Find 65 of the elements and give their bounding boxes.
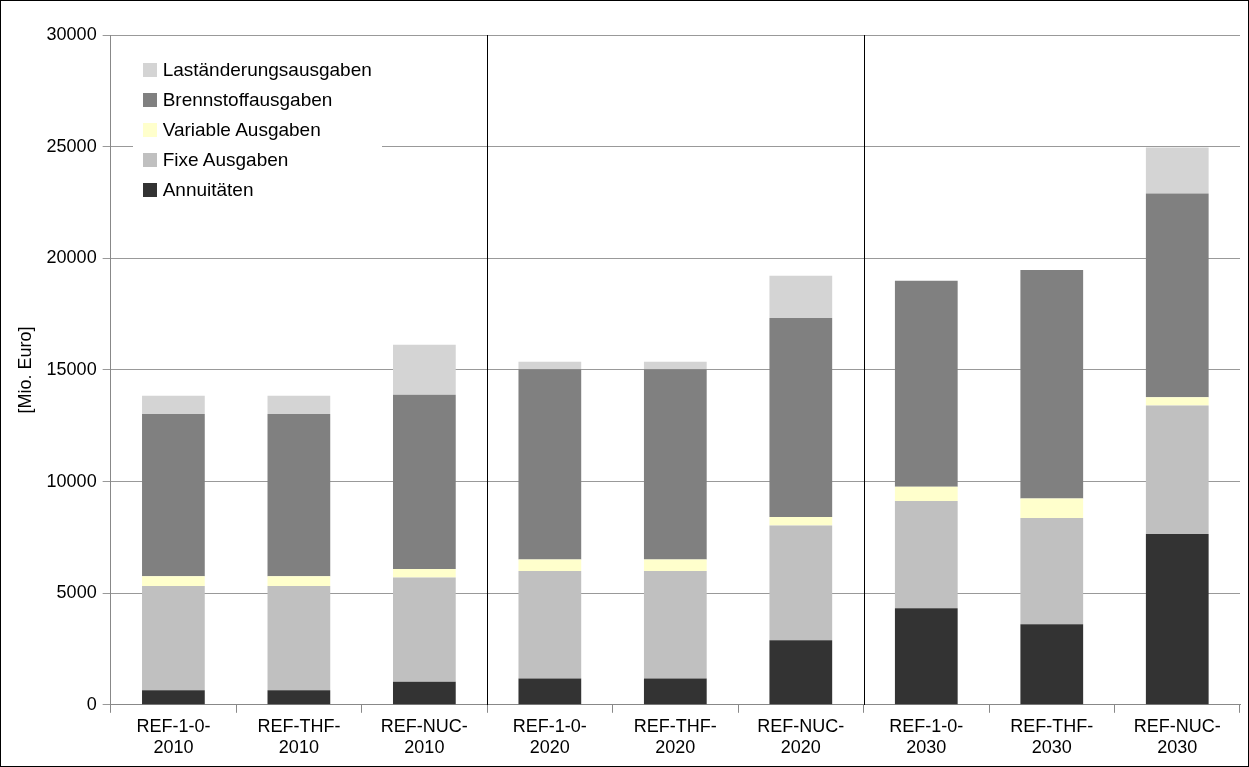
y-tick-label: 15000 [46,358,97,379]
bar [643,678,707,705]
bar [518,369,582,560]
x-tick-label: REF-NUC-2020 [757,715,845,758]
y-tick-label: 25000 [46,135,97,156]
y-tick-label: 5000 [56,582,97,603]
bar [769,517,833,526]
bar [392,681,456,705]
bar [392,577,456,682]
bar [1145,193,1209,398]
bar [267,413,331,577]
legend-label: Brennstoffausgaben [162,88,333,112]
bar [518,559,582,572]
bar [1145,397,1209,406]
bar [1145,534,1209,705]
legend-label: Annuitäten [162,178,254,202]
bar [518,678,582,705]
bar [142,413,205,577]
x-tick-label: REF-1-0-2020 [512,715,587,758]
bar [142,586,205,691]
bar [142,395,205,414]
x-tick-label: REF-THF-2010 [257,715,341,758]
x-tick-label: REF-THF-2030 [1010,715,1094,758]
bar [392,344,456,395]
bar [769,318,833,518]
bar [643,559,707,572]
bar [1020,624,1084,705]
x-tick-label: REF-NUC-2010 [380,715,468,758]
y-tick-label: 10000 [46,470,97,491]
bar [894,500,958,609]
bar [769,275,833,319]
legend-label: Laständerungsausgaben [162,58,372,82]
bar [392,394,456,570]
y-tick-label: 30000 [46,23,97,44]
y-tick-label: 0 [86,693,97,714]
bar [1020,517,1084,625]
bar [267,690,331,705]
bar [518,571,582,679]
x-tick-label: REF-THF-2020 [633,715,717,758]
bar [1020,270,1084,499]
bar [142,576,205,587]
y-tick-label: 20000 [46,247,97,268]
bar [518,361,582,370]
bar [643,571,707,679]
bar [769,640,833,705]
bar [267,586,331,691]
y-axis-title: [Mio. Euro] [14,326,35,414]
x-tick-label: REF-1-0-2010 [136,715,211,758]
x-tick-label: REF-1-0-2030 [889,715,964,758]
x-tick-label: REF-NUC-2030 [1133,715,1221,758]
legend-label: Variable Ausgaben [162,118,321,142]
bar [1145,405,1209,534]
bar [894,608,958,705]
bar [142,690,205,705]
bar [894,486,958,501]
bar [392,569,456,578]
bar [1020,498,1084,518]
bar [769,525,833,641]
bar [267,395,331,414]
legend-label: Fixe Ausgaben [162,148,289,172]
bar [1145,147,1209,194]
bar [267,576,331,587]
bar [643,369,707,560]
bar [643,361,707,370]
bar [894,280,958,487]
